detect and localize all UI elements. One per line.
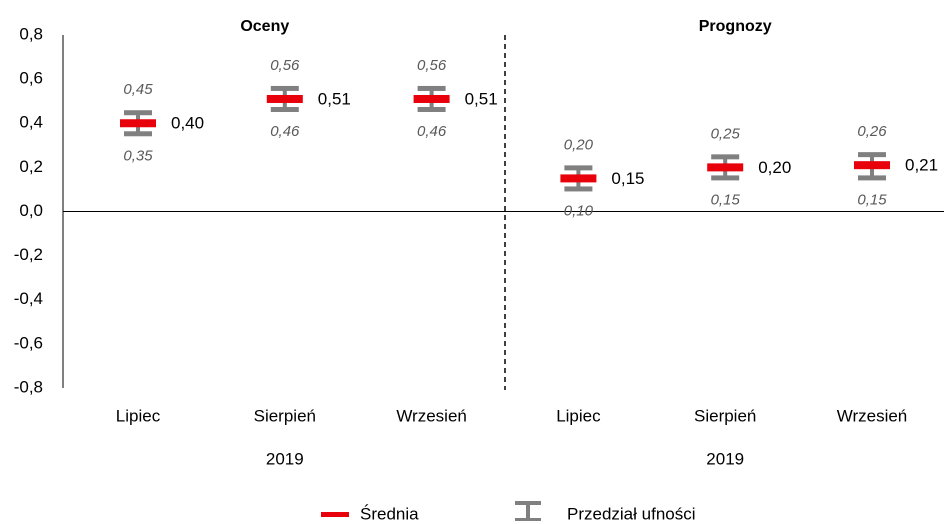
y-tick-label: 0,6 [19, 69, 43, 88]
lower-label: 0,35 [123, 147, 153, 164]
error-cap-upper [564, 165, 593, 171]
y-tick-label: -0,6 [14, 333, 43, 352]
mean-marker [120, 119, 156, 128]
legend-label: Średnia [360, 504, 419, 523]
error-cap-upper [417, 85, 446, 91]
mean-label: 0,51 [465, 89, 498, 108]
upper-label: 0,45 [123, 81, 153, 98]
x-tick-label: Wrzesień [837, 406, 908, 425]
mean-marker [266, 94, 303, 103]
x-tick-label: Sierpień [254, 406, 316, 425]
y-tick-label: -0,8 [14, 377, 43, 396]
group-year: 2019 [266, 449, 304, 468]
lower-label: 0,10 [564, 202, 594, 219]
x-tick-label: Lipiec [116, 406, 161, 425]
group-title: Prognozy [699, 18, 772, 35]
legend-error-swatch [515, 518, 541, 521]
y-tick-label: 0,2 [19, 157, 43, 176]
mean-marker [854, 161, 890, 170]
error-cap-lower [270, 107, 299, 113]
error-cap-lower [564, 186, 593, 192]
error-cap-lower [124, 131, 152, 137]
group-year: 2019 [706, 449, 744, 468]
upper-label: 0,26 [857, 123, 887, 140]
upper-label: 0,56 [417, 57, 447, 74]
mean-marker [413, 94, 450, 103]
x-tick-label: Lipiec [556, 406, 601, 425]
error-cap-upper [711, 154, 740, 160]
y-tick-label: -0,4 [14, 289, 43, 308]
mean-marker [560, 174, 597, 183]
lower-label: 0,46 [417, 123, 447, 140]
error-cap-upper [124, 110, 152, 116]
y-tick-label: 0,8 [19, 24, 43, 43]
group-title: Oceny [240, 18, 289, 35]
upper-label: 0,25 [711, 125, 741, 142]
legend-mean-swatch [321, 512, 349, 517]
error-cap-lower [417, 107, 446, 113]
upper-label: 0,20 [564, 136, 594, 153]
error-cap-upper [858, 152, 886, 158]
lower-label: 0,15 [857, 191, 887, 208]
x-tick-label: Sierpień [694, 406, 756, 425]
x-tick-label: Wrzesień [396, 406, 467, 425]
error-cap-lower [858, 175, 886, 181]
upper-label: 0,56 [270, 57, 300, 74]
mean-marker [707, 163, 744, 172]
error-cap-lower [711, 175, 740, 181]
mean-label: 0,20 [758, 158, 791, 177]
y-tick-label: 0,0 [19, 201, 43, 220]
lower-label: 0,46 [270, 123, 300, 140]
mean-label: 0,40 [171, 114, 204, 133]
mean-label: 0,15 [611, 169, 644, 188]
lower-label: 0,15 [711, 191, 741, 208]
mean-label: 0,51 [318, 89, 351, 108]
legend-error-swatch [526, 501, 530, 521]
legend-label: Przedział ufności [567, 504, 696, 523]
error-cap-upper [270, 85, 299, 91]
y-tick-label: -0,2 [14, 245, 43, 264]
mean-label: 0,21 [905, 156, 938, 175]
y-tick-label: 0,4 [19, 113, 43, 132]
